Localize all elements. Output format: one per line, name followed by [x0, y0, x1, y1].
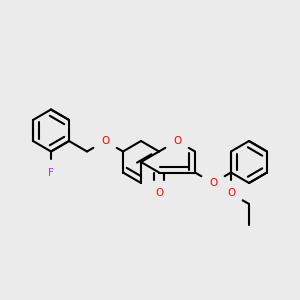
- Text: F: F: [48, 167, 54, 178]
- Text: O: O: [209, 178, 217, 188]
- Text: O: O: [155, 188, 163, 199]
- Text: O: O: [101, 136, 109, 146]
- Text: O: O: [173, 136, 181, 146]
- Text: O: O: [227, 188, 235, 199]
